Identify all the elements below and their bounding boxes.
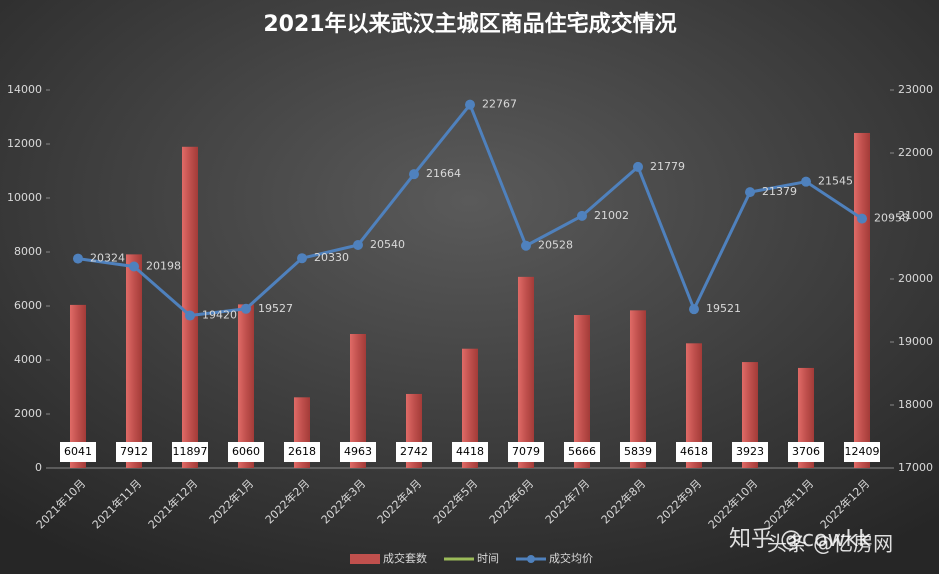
bar: [630, 310, 646, 468]
y-tick-label: 2000: [14, 407, 42, 420]
watermark: 知乎 @cowkk: [729, 527, 871, 552]
price-label: 21779: [650, 160, 685, 173]
value-label: 12409: [845, 445, 880, 458]
price-label: 21379: [762, 185, 797, 198]
price-point: [353, 239, 363, 250]
y2-tick-label: 18000: [898, 398, 933, 411]
bar: [742, 362, 758, 468]
price-label: 21545: [818, 175, 853, 188]
price-label: 20540: [370, 238, 405, 251]
y-tick-label: 6000: [14, 299, 42, 312]
value-label: 6060: [232, 445, 260, 458]
price-point: [73, 253, 83, 264]
price-label: 19420: [202, 309, 237, 322]
price-label: 22767: [482, 98, 517, 111]
watermark: 头条 @亿房网: [767, 532, 893, 556]
value-label-box: [284, 442, 320, 462]
price-point: [801, 176, 811, 187]
bar: [350, 333, 366, 468]
value-label: 5839: [624, 445, 652, 458]
value-label-box: [116, 442, 152, 462]
legend-label: 成交套数: [383, 551, 427, 565]
price-label: 20324: [90, 252, 125, 265]
y2-tick-label: 21000: [898, 209, 933, 222]
price-point: [745, 187, 755, 198]
price-point: [241, 303, 251, 314]
value-label-box: [564, 442, 600, 462]
y2-tick-label: 23000: [898, 83, 933, 96]
value-label: 3923: [736, 445, 764, 458]
price-point: [633, 161, 643, 172]
bar: [686, 343, 702, 468]
value-label: 2742: [400, 445, 428, 458]
bar: [238, 304, 254, 468]
y2-tick-label: 17000: [898, 461, 933, 474]
y-tick-label: 10000: [7, 191, 42, 204]
value-label-box: [396, 442, 432, 462]
bar: [518, 276, 534, 468]
price-point: [577, 210, 587, 221]
price-point: [129, 261, 139, 272]
price-point: [857, 213, 867, 224]
value-label-box: [844, 442, 880, 462]
price-label: 20330: [314, 251, 349, 264]
value-label: 11897: [173, 445, 208, 458]
y2-tick-label: 19000: [898, 335, 933, 348]
price-label: 21664: [426, 167, 461, 180]
price-label: 20198: [146, 260, 181, 273]
value-label-box: [340, 442, 376, 462]
y-tick-label: 4000: [14, 353, 42, 366]
value-label: 4618: [680, 445, 708, 458]
value-label-box: [620, 442, 656, 462]
bar: [126, 254, 142, 468]
price-point: [185, 310, 195, 321]
price-label: 20958: [874, 212, 909, 225]
bar: [182, 146, 198, 468]
price-label: 21002: [594, 209, 629, 222]
bar: [70, 304, 86, 468]
value-label: 6041: [64, 445, 92, 458]
chart-title: 2021年以来武汉主城区商品住宅成交情况: [263, 11, 676, 37]
value-label: 3706: [792, 445, 820, 458]
y-tick-label: 12000: [7, 137, 42, 150]
y-tick-label: 8000: [14, 245, 42, 258]
value-label: 5666: [568, 445, 596, 458]
value-label-box: [676, 442, 712, 462]
value-label: 7912: [120, 445, 148, 458]
price-point: [297, 253, 307, 264]
value-label: 4418: [456, 445, 484, 458]
price-label: 19521: [706, 302, 741, 315]
price-point: [465, 99, 475, 110]
legend-swatch: [350, 554, 380, 564]
y-tick-label: 0: [35, 461, 42, 474]
y-tick-label: 14000: [7, 83, 42, 96]
value-label: 2618: [288, 445, 316, 458]
value-label-box: [60, 442, 96, 462]
value-label-box: [732, 442, 768, 462]
bar: [574, 315, 590, 468]
legend-label: 时间: [477, 552, 499, 565]
value-label: 7079: [512, 445, 540, 458]
value-label-box: [228, 442, 264, 462]
price-label: 20528: [538, 239, 573, 252]
bar: [854, 132, 870, 468]
value-label-box: [788, 442, 824, 462]
value-label: 4963: [344, 445, 372, 458]
legend-label: 成交均价: [549, 551, 593, 565]
y2-tick-label: 22000: [898, 146, 933, 159]
price-point: [689, 304, 699, 315]
value-label-box: [452, 442, 488, 462]
price-label: 19527: [258, 302, 293, 315]
value-label-box: [172, 442, 208, 462]
legend-swatch: [527, 555, 535, 563]
price-point: [409, 169, 419, 180]
price-point: [521, 240, 531, 251]
y2-tick-label: 20000: [898, 272, 933, 285]
value-label-box: [508, 442, 544, 462]
bar: [462, 348, 478, 468]
